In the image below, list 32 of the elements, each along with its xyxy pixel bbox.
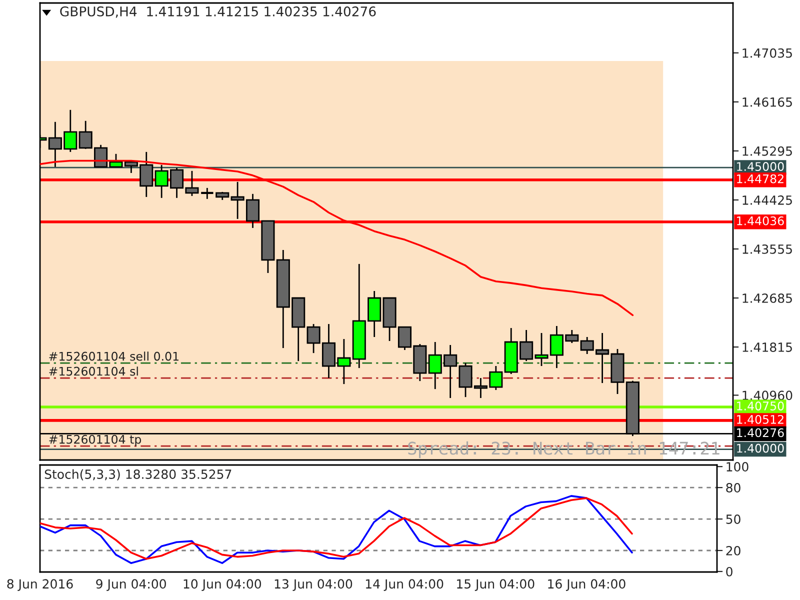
ref-line-label: 1.40512	[737, 414, 784, 424]
y-tick-label: 1.42685	[742, 293, 792, 303]
y-tick-label: 1.43555	[742, 244, 792, 254]
ref-line-label: #152601104 sell 0.01	[49, 352, 178, 361]
ref-line-label: 1.40750	[737, 402, 784, 410]
ref-line-label: 1.45000	[737, 162, 784, 171]
y-tick-label: 1.41815	[742, 342, 792, 352]
ref-line-label: 1.44782	[737, 174, 784, 184]
y-tick-label: 1.44425	[742, 195, 792, 205]
y-tick-label: 20	[726, 546, 740, 556]
y-tick-label: 1.46165	[742, 97, 792, 107]
y-tick-label: 80	[726, 483, 740, 492]
y-tick-label: 100	[726, 462, 748, 472]
ref-line-label: 1.44036	[737, 216, 784, 226]
ref-line-label: 1.40276	[737, 428, 784, 438]
chart-title: GBPUSD,H4 1.41191 1.41215 1.40235 1.40276	[60, 6, 376, 18]
y-tick-label: 1.47035	[742, 48, 792, 58]
x-tick-label: 15 Jun 04:00	[457, 579, 534, 591]
y-tick-label: 50	[726, 514, 740, 524]
ref-line-label: #152601104 tp	[49, 434, 142, 446]
x-tick-label: 16 Jun 04:00	[548, 579, 626, 591]
x-tick-label: 8 Jun 2016	[7, 579, 73, 591]
ref-line-label: #152601104 sl	[49, 366, 138, 376]
x-tick-label: 10 Jun 04:00	[184, 579, 262, 591]
y-tick-label: 0	[726, 566, 732, 576]
x-tick-label: 9 Jun 04:00	[96, 579, 166, 591]
x-tick-label: 13 Jun 04:00	[274, 579, 352, 591]
chart-title: Stoch(5,3,3) 18.3280 35.5257	[44, 469, 232, 480]
y-tick-label: 1.45295	[742, 146, 792, 156]
ref-line-label: 1.40000	[737, 444, 784, 453]
x-tick-label: 14 Jun 04:00	[366, 579, 444, 591]
y-tick-label: 1.40960	[742, 390, 792, 400]
